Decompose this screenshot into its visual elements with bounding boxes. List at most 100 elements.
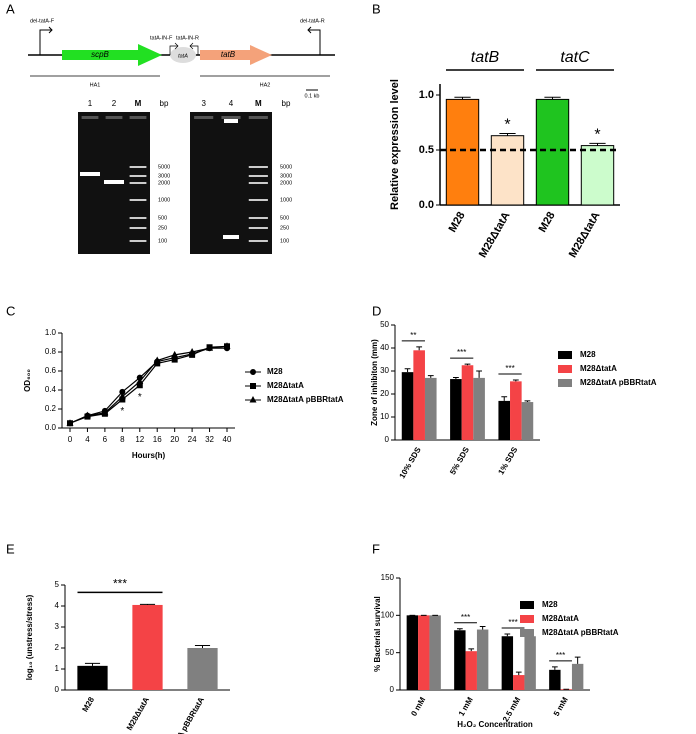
error-bar bbox=[515, 671, 522, 676]
error-bar bbox=[404, 368, 411, 373]
gene-label: tatB bbox=[221, 50, 236, 59]
gene-diagram: A scpB tatA tatB del-tatA-F tatA-IN-F ta… bbox=[6, 1, 335, 99]
error-bar bbox=[427, 375, 434, 378]
bar bbox=[187, 648, 218, 690]
y-tick-label: 3 bbox=[55, 622, 60, 631]
bar bbox=[498, 400, 511, 440]
error-bar bbox=[589, 142, 606, 146]
primer-arrow bbox=[307, 26, 321, 55]
y-axis-label: OD₆₀₀ bbox=[23, 369, 32, 392]
marker bbox=[188, 348, 196, 355]
x-tick-label: 16 bbox=[153, 435, 162, 444]
marker bbox=[171, 350, 179, 358]
x-axis-label: Hours(h) bbox=[132, 451, 166, 460]
y-tick-label: 50 bbox=[380, 320, 389, 329]
group-label: tatC bbox=[560, 49, 590, 66]
ladder-band bbox=[129, 227, 147, 229]
bar bbox=[465, 651, 477, 690]
error-bar bbox=[453, 376, 459, 380]
error-bar bbox=[479, 626, 486, 630]
dna-band bbox=[80, 172, 100, 176]
bar bbox=[77, 665, 108, 690]
lane-label: 2 bbox=[112, 99, 117, 108]
ladder-label: 100 bbox=[280, 238, 289, 244]
primer-label: tatA-IN-F bbox=[150, 35, 173, 41]
bar bbox=[413, 350, 425, 440]
y-tick-label: 0 bbox=[55, 685, 60, 694]
error-bar bbox=[194, 644, 211, 648]
marker bbox=[250, 383, 256, 389]
ladder-band bbox=[248, 227, 268, 229]
marker bbox=[223, 342, 231, 349]
y-tick-label: 2 bbox=[55, 643, 60, 652]
x-tick-label: M28ΔtatA bbox=[477, 210, 513, 260]
series-line bbox=[69, 347, 227, 424]
x-tick-label: M28 bbox=[447, 210, 468, 235]
x-axis-label: H₂O₂ Concentration bbox=[457, 720, 533, 729]
x-tick-label: M28 bbox=[80, 695, 96, 713]
ladder-label: 500 bbox=[158, 215, 167, 221]
ladder-label: 100 bbox=[158, 238, 167, 244]
well bbox=[105, 116, 123, 119]
error-bar bbox=[574, 656, 581, 664]
x-tick-label: M28ΔtatA bbox=[567, 210, 603, 260]
legend-swatch bbox=[558, 351, 572, 359]
bar bbox=[521, 402, 534, 440]
y-tick-label: 150 bbox=[381, 573, 395, 582]
panel-label: A bbox=[6, 1, 15, 16]
ladder-band bbox=[129, 240, 147, 242]
x-tick-label: 10% SDS bbox=[398, 445, 423, 480]
significance: * bbox=[120, 406, 124, 417]
gene-label: scpB bbox=[91, 50, 109, 59]
bar bbox=[580, 145, 615, 206]
legend-swatch bbox=[520, 601, 534, 609]
bar bbox=[424, 377, 437, 440]
arm-label: HA2 bbox=[260, 82, 271, 88]
legend-label: M28 bbox=[580, 350, 596, 359]
well bbox=[129, 116, 147, 119]
primer-label: del-tatA-R bbox=[300, 18, 325, 24]
ladder-band bbox=[129, 199, 147, 201]
series-line bbox=[69, 345, 228, 424]
x-tick-label: 0 mM bbox=[409, 695, 427, 718]
significance: ** bbox=[410, 331, 416, 340]
y-tick-label: 0 bbox=[390, 685, 395, 694]
bar bbox=[445, 98, 480, 206]
x-tick-label: 1% SDS bbox=[496, 445, 519, 476]
legend-swatch bbox=[520, 615, 534, 623]
dna-band bbox=[104, 180, 124, 184]
dna-band bbox=[224, 119, 238, 123]
y-axis-label: log₁₀ (unstress/stress) bbox=[25, 594, 34, 680]
error-bar bbox=[501, 396, 508, 401]
ladder-label: 500 bbox=[280, 215, 289, 221]
ladder-band bbox=[129, 217, 147, 219]
bar bbox=[401, 372, 414, 440]
bar bbox=[406, 615, 419, 690]
bar bbox=[450, 379, 462, 440]
legend-swatch bbox=[558, 365, 572, 373]
legend-swatch bbox=[558, 379, 572, 387]
ladder-label: 5000 bbox=[280, 164, 292, 170]
ladder-label: 1000 bbox=[280, 197, 292, 203]
well bbox=[81, 116, 99, 119]
x-tick-label: 6 bbox=[103, 435, 108, 444]
error-bar bbox=[468, 648, 475, 652]
lane-label: 4 bbox=[229, 99, 234, 108]
x-tick-label: 20 bbox=[170, 435, 179, 444]
bar bbox=[454, 630, 466, 690]
panel-label: F bbox=[372, 541, 380, 556]
legend-label: M28 bbox=[267, 367, 283, 376]
scale-label: 0.1 kb bbox=[305, 93, 320, 99]
y-tick-label: 0.8 bbox=[45, 347, 57, 356]
bar bbox=[501, 636, 514, 690]
y-tick-label: 10 bbox=[380, 412, 389, 421]
y-tick-label: 1 bbox=[55, 664, 60, 673]
well bbox=[194, 116, 214, 119]
x-tick-label: 5% SDS bbox=[448, 445, 471, 476]
marker bbox=[119, 388, 126, 395]
legend-swatch bbox=[520, 629, 534, 637]
ladder-band bbox=[129, 182, 147, 184]
error-bar bbox=[552, 666, 558, 670]
y-tick-label: 0.0 bbox=[419, 199, 434, 211]
